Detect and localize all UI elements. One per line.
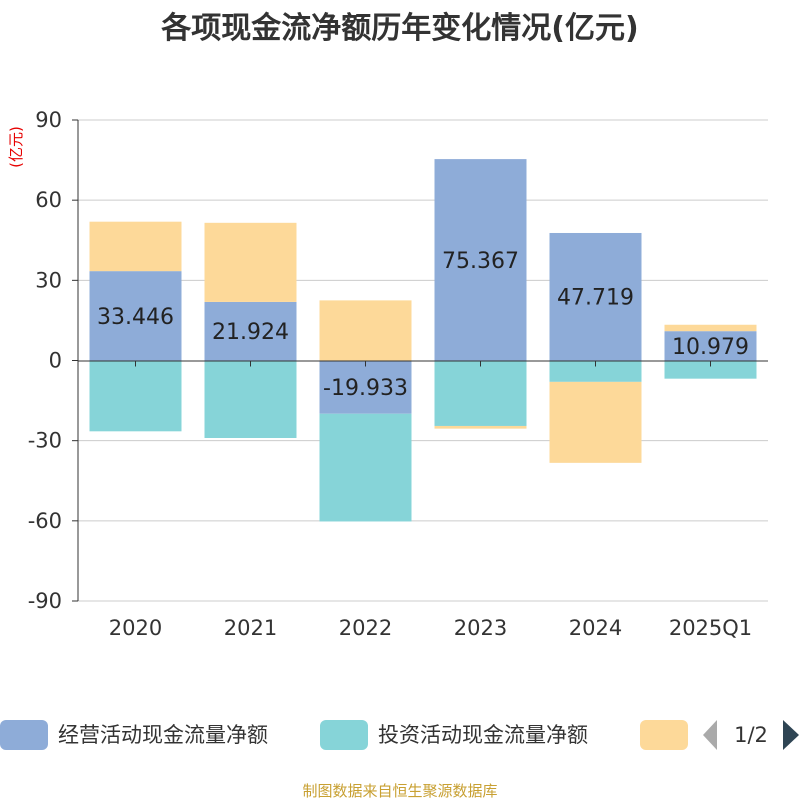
legend-item[interactable] [640,720,688,750]
x-tick-label: 2020 [109,616,162,640]
bars [89,159,757,522]
pager-prev-icon[interactable] [703,720,717,750]
bar-series-2 [204,360,297,438]
bar-series-2 [664,360,757,379]
y-tick-label: 90 [35,108,62,132]
chart-title: 各项现金流净额历年变化情况(亿元) [160,11,638,46]
pager-next-icon[interactable] [783,720,799,750]
bar-series-3 [89,221,182,272]
legend-item[interactable]: 投资活动现金流量净额 [320,720,588,750]
data-label: 10.979 [672,335,749,360]
legend: 经营活动现金流量净额 投资活动现金流量净额 [0,720,688,750]
y-tick-label: 0 [49,349,62,373]
axes [77,120,768,601]
y-tick-label: 30 [35,268,62,292]
bar-series-2 [434,360,527,426]
bar-series-3 [204,222,297,302]
bar-series-1 [89,271,182,361]
bar-series-1 [549,232,642,361]
x-tick-label: 2025Q1 [669,616,752,640]
y-tick-label: -90 [28,589,62,613]
bar-series-3 [664,324,757,332]
data-label: 75.367 [442,249,519,274]
y-tick-labels: 90 60 30 0 -30 -60 -90 [28,108,62,613]
y-tick-label: -60 [28,509,62,533]
bar-series-1 [434,159,527,361]
legend-swatch [0,720,48,750]
bar-series-2 [549,360,642,382]
bar-series-2 [319,413,412,522]
bar-series-2 [89,360,182,432]
data-label: 33.446 [97,305,174,330]
y-axis-unit-label: (亿元) [7,126,25,168]
data-label: 21.924 [212,320,289,345]
x-tick-labels: 2020 2021 2022 2023 2024 2025Q1 [109,360,752,640]
bar-series-1 [664,331,757,361]
data-label: -19.933 [323,376,408,401]
data-labels: 33.446 21.924 -19.933 75.367 47.719 10.979 [97,249,749,401]
data-label: 47.719 [557,286,634,311]
gridlines [72,119,768,602]
data-source-note: 制图数据来自恒生聚源数据库 [302,782,497,800]
legend-label: 投资活动现金流量净额 [378,723,588,747]
bar-series-1 [204,301,297,361]
legend-pager: 1/2 [703,720,799,750]
x-tick-label: 2024 [569,616,622,640]
x-tick-label: 2022 [339,616,392,640]
legend-swatch [640,720,688,750]
x-tick-label: 2021 [224,616,277,640]
bar-series-3 [319,300,412,361]
x-tick-label: 2023 [454,616,507,640]
legend-swatch [320,720,368,750]
bar-series-3 [549,381,642,463]
bar-series-3 [434,425,527,429]
y-tick-label: 60 [35,188,62,212]
y-tick-label: -30 [28,429,62,453]
bar-series-1 [319,360,412,414]
legend-item[interactable]: 经营活动现金流量净额 [0,720,268,750]
legend-label: 经营活动现金流量净额 [58,723,268,747]
pager-text: 1/2 [734,723,768,747]
